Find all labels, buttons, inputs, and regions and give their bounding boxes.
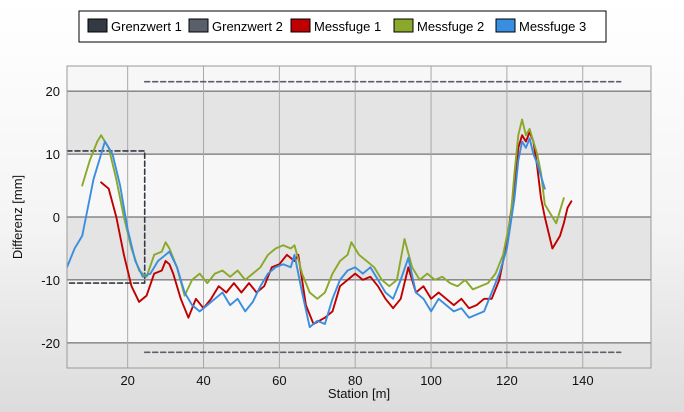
- grid: [67, 66, 651, 368]
- legend-label: Messfuge 3: [519, 19, 586, 34]
- y-tick-label: -20: [41, 336, 60, 351]
- legend-label: Grenzwert 1: [111, 19, 182, 34]
- plot-background: [67, 66, 651, 368]
- series-line-messfuge-1: [100, 131, 573, 325]
- plot-band: [67, 342, 651, 368]
- x-tick-label: 140: [572, 373, 594, 388]
- x-tick-label: 40: [196, 373, 210, 388]
- legend-swatch: [290, 18, 311, 33]
- x-tick-label: 80: [348, 373, 362, 388]
- x-axis-title: Station [m]: [328, 386, 390, 401]
- plot-frame: [66, 65, 652, 369]
- plot-band: [67, 66, 651, 92]
- y-tick-label: 0: [53, 210, 60, 225]
- x-axis-ticks: 20 40 60 80 100 120 140: [120, 373, 593, 388]
- legend-swatch: [495, 18, 516, 33]
- legend-label: Messfuge 2: [417, 19, 484, 34]
- legend-swatch: [188, 18, 209, 33]
- plot-band: [67, 279, 651, 343]
- series-line-messfuge-3: [67, 137, 546, 329]
- legend-swatch: [393, 18, 414, 33]
- x-tick-label: 60: [272, 373, 286, 388]
- legend: Grenzwert 1 Grenzwert 2 Messfuge 1 Messfuge…: [78, 10, 607, 43]
- legend-label: Grenzwert 2: [212, 19, 283, 34]
- y-tick-label: -10: [41, 273, 60, 288]
- y-axis-ticks: -20 -10 0 10 20: [41, 84, 60, 351]
- plot-band: [67, 91, 651, 155]
- legend-swatch: [87, 18, 108, 33]
- legend-box: [78, 10, 607, 43]
- series-line-grenzwert-1: [67, 150, 146, 284]
- y-tick-label: 20: [46, 84, 60, 99]
- series-line-messfuge-2: [81, 118, 565, 300]
- plot-band: [67, 154, 651, 217]
- y-tick-label: 10: [46, 147, 60, 162]
- series-layer: [67, 80, 622, 354]
- legend-label: Messfuge 1: [314, 19, 381, 34]
- x-tick-label: 120: [496, 373, 518, 388]
- y-axis-title: Differenz [mm]: [10, 175, 25, 259]
- x-tick-label: 100: [420, 373, 442, 388]
- x-tick-label: 20: [120, 373, 134, 388]
